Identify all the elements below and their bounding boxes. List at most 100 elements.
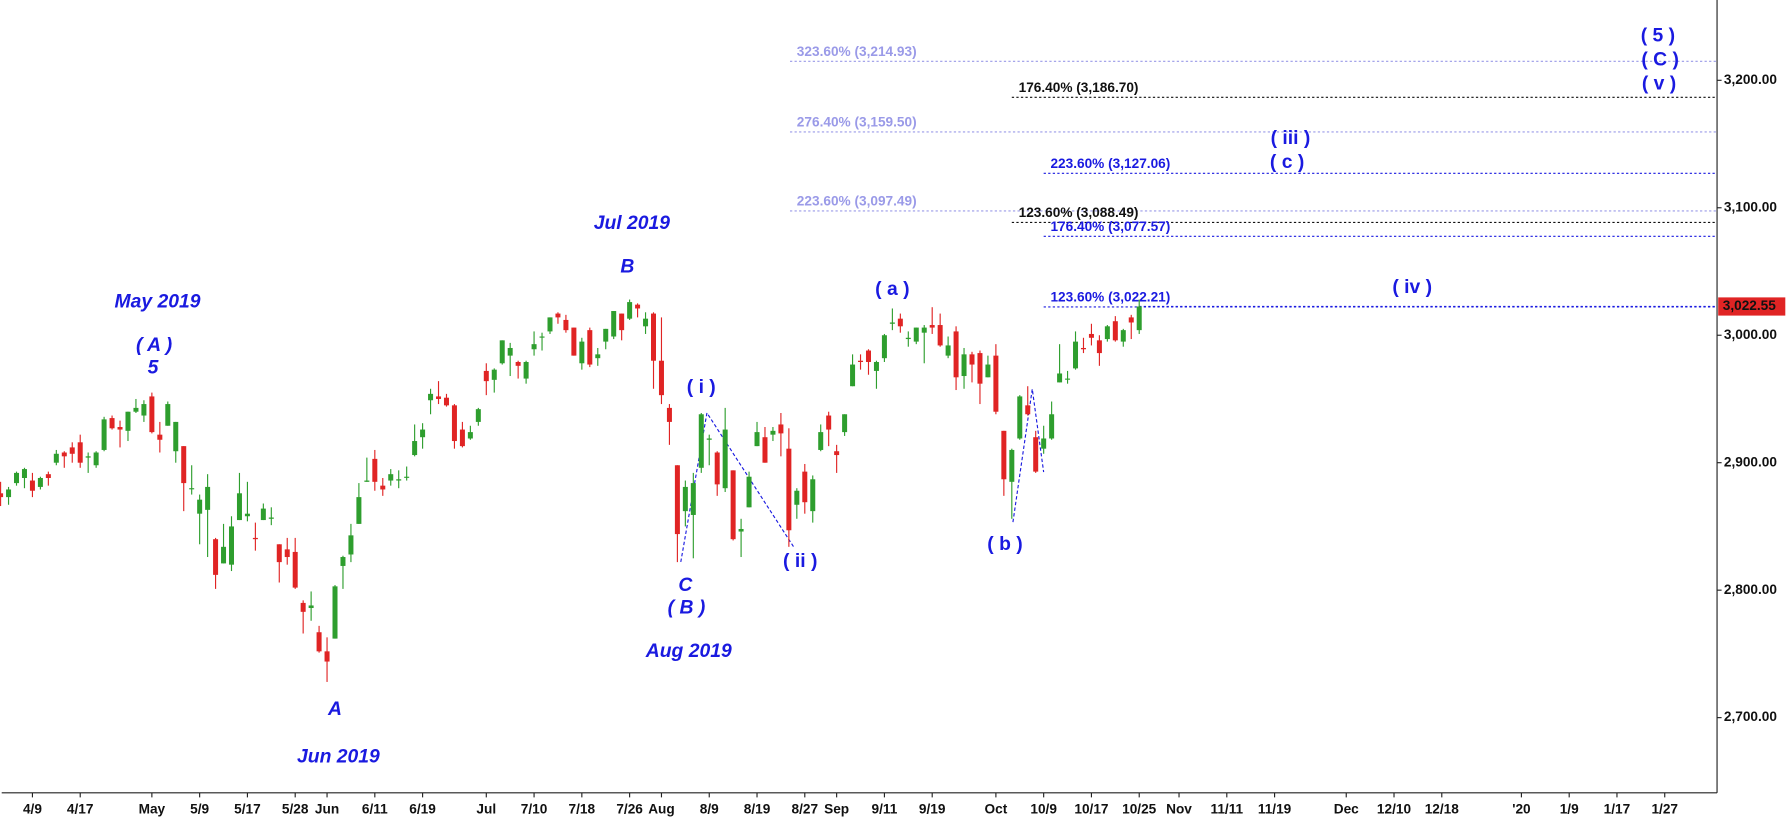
candle-body	[850, 364, 856, 387]
x-tick-label: 4/17	[67, 802, 94, 817]
wave-label: C	[678, 575, 693, 596]
candle-body	[523, 362, 529, 379]
x-tick-label: Nov	[1166, 802, 1192, 817]
candle-body	[260, 508, 266, 521]
candle-body	[436, 396, 442, 399]
fib-level-label: 176.40% (3,077.57)	[1050, 219, 1170, 234]
y-tick-label: 2,900.00	[1724, 454, 1778, 469]
candle-body	[300, 602, 306, 612]
candle-body	[977, 353, 983, 384]
candle-body	[651, 313, 657, 361]
candle-body	[61, 452, 67, 457]
candle-body	[858, 360, 864, 363]
fib-level-label: 223.60% (3,097.49)	[797, 193, 917, 208]
candle-body	[547, 317, 553, 332]
x-tick-label: 7/10	[521, 802, 548, 817]
candle-body	[818, 432, 824, 450]
x-tick-label: Oct	[985, 802, 1008, 817]
candle-body	[459, 429, 465, 447]
candle-body	[284, 549, 290, 558]
candle-body	[77, 442, 83, 463]
fib-level-label: 123.60% (3,088.49)	[1019, 205, 1139, 220]
candle-body	[635, 304, 641, 309]
candles	[0, 299, 1142, 682]
candle-body	[802, 471, 808, 503]
wave-label: Jul 2019	[594, 213, 671, 234]
x-tick-label: 11/11	[1210, 802, 1243, 817]
candle-body	[507, 347, 513, 356]
candle-body	[531, 344, 537, 350]
candle-body	[316, 632, 322, 652]
candle-body	[6, 489, 12, 498]
fib-level-label: 176.40% (3,186.70)	[1019, 80, 1139, 95]
candle-body	[738, 528, 744, 532]
candle-body	[571, 327, 577, 356]
candle-body	[1104, 326, 1110, 340]
candle-body	[404, 476, 410, 478]
x-tick-label: Dec	[1334, 802, 1359, 817]
candle-body	[412, 441, 418, 456]
candle-body	[268, 517, 274, 519]
candle-body	[157, 434, 163, 440]
candle-body	[475, 409, 481, 422]
candle-body	[714, 452, 720, 485]
candle-body	[205, 486, 211, 510]
x-tick-label: 1/27	[1651, 802, 1678, 817]
x-tick-label: 10/17	[1074, 802, 1108, 817]
x-tick-label: 5/28	[282, 802, 309, 817]
candle-body	[213, 539, 219, 575]
last-price-label: 3,022.55	[1723, 298, 1777, 313]
candle-body	[1049, 414, 1055, 439]
candle-body	[969, 354, 975, 365]
x-tick-label: 7/18	[569, 802, 596, 817]
candle-body	[1057, 373, 1063, 383]
wave-label: ( 5 )	[1641, 26, 1675, 47]
candle-body	[29, 480, 35, 491]
wave-label: A	[327, 699, 342, 720]
x-tick-label: 5/9	[190, 802, 209, 817]
candle-body	[428, 393, 434, 401]
candle-body	[1112, 321, 1118, 341]
fib-level-label: 323.60% (3,214.93)	[797, 44, 917, 59]
candle-body	[611, 311, 617, 337]
candle-body	[467, 432, 473, 439]
candle-body	[810, 479, 816, 512]
candle-body	[929, 325, 935, 328]
candle-body	[1096, 340, 1102, 354]
wave-label: ( a )	[875, 279, 909, 300]
candle-body	[37, 477, 43, 487]
x-tick-label: 9/19	[919, 802, 946, 817]
candle-body	[491, 369, 497, 380]
candle-body	[244, 513, 250, 517]
candle-body	[109, 418, 115, 429]
candle-body	[1088, 333, 1094, 338]
candle-body	[221, 546, 227, 564]
wave-label: ( iii )	[1271, 128, 1311, 149]
candle-body	[603, 328, 609, 342]
candle-body	[197, 499, 203, 514]
candle-body	[985, 364, 991, 378]
candle-body	[690, 483, 696, 515]
candle-body	[794, 490, 800, 505]
wave-label: ( iv )	[1392, 277, 1432, 298]
wave-label: B	[620, 256, 634, 277]
candle-body	[921, 327, 927, 333]
x-tick-label: Aug	[648, 802, 675, 817]
candle-body	[730, 470, 736, 540]
candle-body	[483, 370, 489, 382]
candle-body	[643, 318, 649, 327]
candle-body	[372, 458, 378, 482]
candle-body	[101, 419, 107, 450]
candle-body	[563, 319, 569, 331]
candle-body	[189, 488, 195, 490]
candle-body	[619, 313, 625, 331]
candle-body	[85, 456, 91, 458]
candle-body	[252, 537, 258, 540]
candle-body	[770, 430, 776, 435]
candle-body	[69, 447, 75, 454]
candle-body	[388, 474, 394, 481]
candle-body	[682, 486, 688, 512]
candle-body	[173, 421, 179, 452]
candle-body	[499, 340, 505, 364]
